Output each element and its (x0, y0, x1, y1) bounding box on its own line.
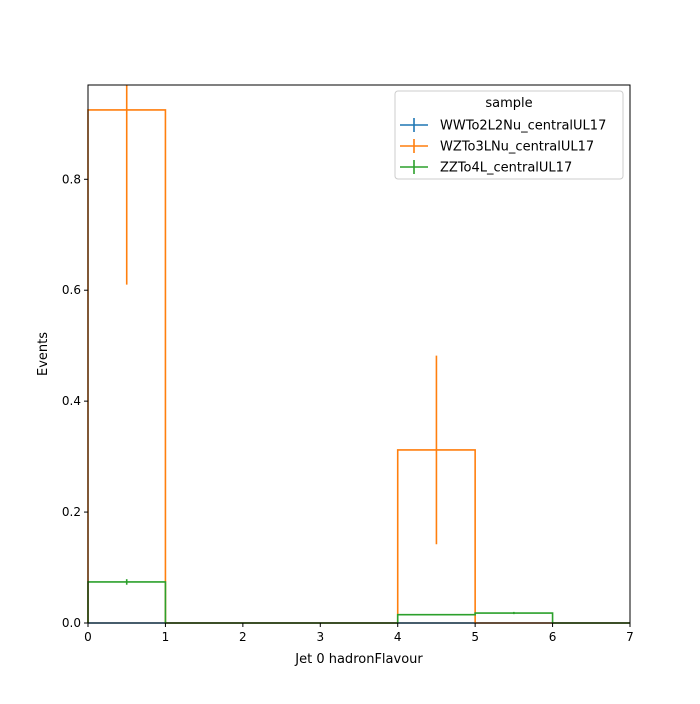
x-tick-label: 0 (84, 630, 92, 644)
x-tick-label: 4 (394, 630, 402, 644)
legend-label: WWTo2L2Nu_centralUL17 (440, 119, 606, 134)
x-tick-label: 3 (316, 630, 324, 644)
legend-label: ZZTo4L_centralUL17 (440, 161, 572, 176)
x-tick-label: 1 (162, 630, 170, 644)
legend-box (394, 90, 624, 180)
x-tick-label: 7 (626, 630, 634, 644)
legend-title: sample (485, 96, 532, 111)
x-tick-label: 2 (239, 630, 247, 644)
y-tick-label: 0.0 (62, 616, 81, 630)
y-axis-label: Events (36, 332, 51, 376)
y-axis-ticks: 0.0 0.2 0.4 0.6 0.8 (62, 172, 88, 630)
x-axis-label: Jet 0 hadronFlavour (294, 652, 423, 667)
y-tick-label: 0.4 (62, 394, 81, 408)
legend-label: WZTo3LNu_centralUL17 (440, 140, 594, 155)
x-tick-label: 6 (549, 630, 557, 644)
plot-frame (87, 84, 631, 624)
x-tick-label: 5 (471, 630, 479, 644)
y-tick-label: 0.8 (62, 172, 81, 186)
x-axis-ticks: 0 1 2 3 4 5 6 7 (84, 623, 634, 644)
legend: sample WWTo2L2Nu_centralUL17 WZTo3LNu_cen… (394, 90, 624, 180)
legend-items: WWTo2L2Nu_centralUL17 WZTo3LNu_centralUL1… (400, 118, 606, 176)
y-tick-label: 0.6 (62, 283, 81, 297)
y-tick-label: 0.2 (62, 505, 81, 519)
